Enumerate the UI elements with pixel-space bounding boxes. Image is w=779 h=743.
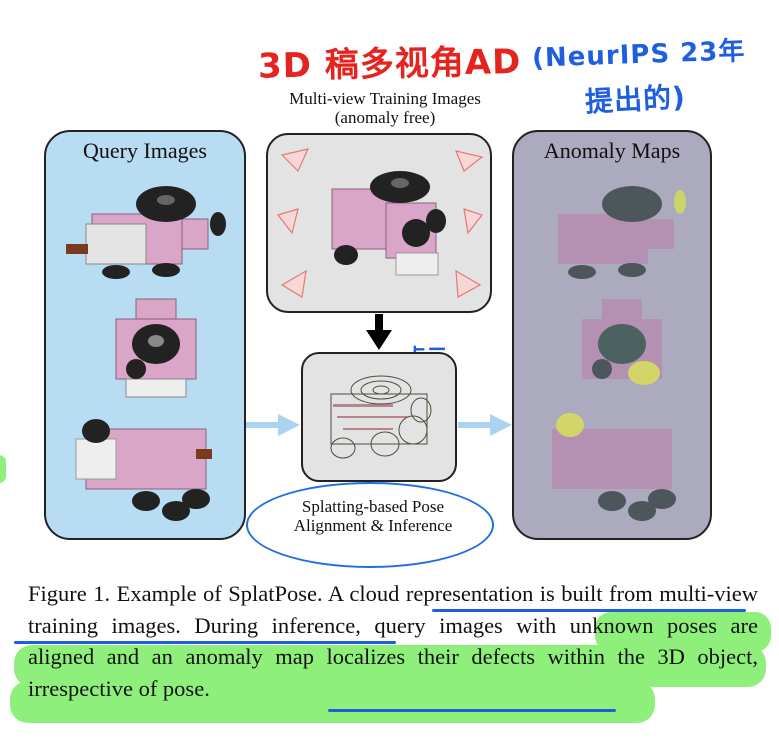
- query-toy-images: [66, 186, 226, 521]
- splat-caption-circle: [246, 482, 494, 568]
- arrow-right-icon-left: [246, 414, 300, 436]
- training-images-caption: Multi-view Training Images (anomaly free…: [240, 89, 530, 127]
- splatting-caption: Splatting-based Pose Alignment & Inferen…: [248, 497, 498, 535]
- highlight-mark: [0, 455, 6, 483]
- arrow-right-icon-right: [458, 414, 512, 436]
- training-caption-line2: (anomaly free): [334, 108, 436, 127]
- highlight-mark: [10, 681, 655, 723]
- caption-underlined: cloud representation is built from multi…: [28, 581, 758, 638]
- figure-caption: Figure 1. Example of SplatPose. A cloud …: [28, 578, 758, 704]
- training-cameras-and-toy: [276, 148, 484, 298]
- caption-highlighted: , query images with unknown poses are al…: [28, 612, 758, 670]
- splatting-panel: [301, 352, 457, 482]
- caption-middle: During inference: [180, 612, 356, 638]
- arrow-down-icon: [366, 314, 392, 350]
- splat-caption-line2: Alignment & Inference: [293, 516, 453, 535]
- caption-lead: Figure 1. Example of SplatPose. A: [28, 581, 350, 606]
- point-cloud-render: [330, 375, 432, 459]
- training-images-panel: [266, 133, 492, 313]
- anomaly-panel-title: Anomaly Maps: [543, 138, 681, 163]
- underline-mark: [432, 609, 746, 612]
- handwritten-note-blue-bottom: 提出的): [584, 80, 687, 119]
- highlight-mark: [14, 645, 766, 687]
- anomaly-map-images: [552, 186, 686, 521]
- handwritten-note-red: 3D 稿多视角AD: [257, 42, 522, 87]
- caption-end: .: [204, 675, 210, 701]
- anomaly-maps-panel: Anomaly Maps: [512, 130, 712, 540]
- training-caption-line1: Multi-view Training Images: [289, 89, 481, 108]
- query-panel-title: Query Images: [82, 138, 207, 163]
- splat-caption-line1: Splatting-based Pose: [301, 497, 445, 516]
- handwritten-note-blue-top: (NeurIPS 23年: [531, 36, 746, 74]
- query-images-panel: Query Images: [44, 130, 246, 540]
- underline-mark: [14, 641, 396, 644]
- underline-mark: [328, 709, 616, 712]
- caption-underlined-2: object, irrespective of pose: [28, 644, 758, 701]
